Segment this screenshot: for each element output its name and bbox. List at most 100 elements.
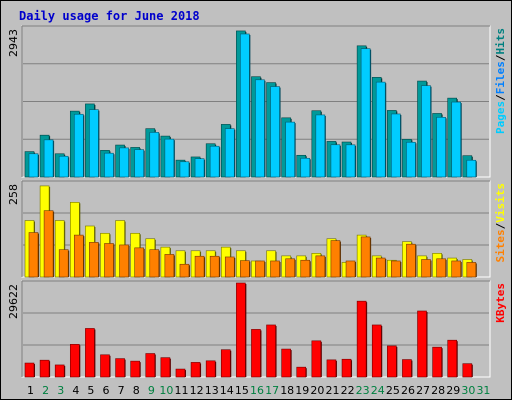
day-label-4: 4: [72, 384, 79, 397]
bar-sites-day-29: [451, 260, 462, 278]
bar-files-day-29: [451, 101, 462, 178]
bar-sites-day-27: [421, 259, 431, 278]
bar-kbytes-day-12: [190, 362, 201, 378]
legend-entry: /: [494, 94, 507, 101]
legend-entry: Files: [494, 61, 507, 94]
day-label-15: 15: [235, 384, 249, 397]
bar-sites-day-5: [89, 242, 99, 278]
bar-sites-day-8: [134, 247, 144, 278]
bar-sites-day-2: [43, 210, 54, 278]
day-label-3: 3: [57, 384, 64, 397]
bar-kbytes-day-27: [417, 310, 427, 378]
bar-files-day-16: [255, 79, 265, 178]
legend: Sites/Visits: [494, 183, 507, 263]
bar-sites-day-21: [330, 240, 341, 278]
bar-files-day-28: [436, 117, 446, 178]
day-label-8: 8: [133, 384, 140, 397]
day-label-30: 30: [461, 384, 475, 397]
bar-sites-day-16: [255, 260, 265, 278]
bar-kbytes-day-14: [220, 349, 231, 378]
bar-files-day-25: [391, 113, 401, 178]
legend: KBytes: [494, 283, 507, 323]
bar-kbytes-day-16: [251, 329, 261, 378]
bar-files-day-8: [134, 149, 144, 178]
bar-files-day-9: [149, 132, 160, 178]
day-label-22: 22: [341, 384, 355, 397]
day-label-9: 9: [148, 384, 155, 397]
day-axis: 1 2 3 4 5 6 7 8 9 10 11 12 13 14 15 16 17 18 19 20 21 22 23 24 2…: [27, 384, 490, 397]
day-label-26: 26: [401, 384, 415, 397]
bar-kbytes-day-6: [100, 354, 110, 378]
day-label-7: 7: [118, 384, 125, 397]
bar-kbytes-day-23: [356, 300, 367, 378]
bar-kbytes-day-13: [205, 360, 216, 378]
day-label-11: 11: [175, 384, 189, 397]
panel-pages-files-hits: 2943 Pages/Files/Hits: [7, 25, 507, 178]
day-label-20: 20: [310, 384, 324, 397]
day-label-31: 31: [476, 384, 490, 397]
bar-sites-day-18: [285, 258, 295, 278]
bar-files-day-23: [360, 48, 371, 178]
bar-kbytes-day-4: [69, 344, 80, 378]
bar-sites-day-4: [73, 234, 84, 278]
bar-sites-day-12: [194, 255, 205, 278]
bar-kbytes-day-20: [311, 340, 322, 378]
legend-entry: Sites: [494, 229, 507, 262]
bar-kbytes-day-29: [447, 339, 458, 378]
max-label: 2943: [7, 29, 20, 57]
bar-kbytes-day-21: [326, 359, 337, 378]
bar-kbytes-day-5: [85, 328, 95, 378]
bar-kbytes-day-11: [175, 368, 186, 378]
bar-sites-day-14: [224, 256, 235, 278]
bar-kbytes-day-15: [236, 282, 246, 378]
bar-sites-day-28: [436, 258, 446, 278]
bar-kbytes-day-10: [160, 357, 171, 378]
bar-files-day-11: [179, 161, 190, 178]
day-label-21: 21: [325, 384, 339, 397]
day-label-5: 5: [87, 384, 94, 397]
day-label-16: 16: [250, 384, 264, 397]
bars-visits-sites: [24, 185, 477, 278]
day-label-2: 2: [42, 384, 49, 397]
bar-files-day-10: [164, 138, 175, 178]
bar-sites-day-17: [270, 260, 280, 278]
bar-kbytes-day-28: [432, 346, 442, 378]
bar-files-day-18: [285, 121, 295, 178]
legend-entry: KBytes: [494, 283, 507, 323]
bar-files-day-5: [89, 109, 99, 178]
day-label-17: 17: [265, 384, 279, 397]
max-label: 29622: [7, 284, 20, 319]
bar-files-day-14: [224, 128, 235, 178]
bar-files-day-24: [375, 81, 386, 178]
bar-kbytes-day-1: [24, 362, 35, 378]
day-label-1: 1: [27, 384, 34, 397]
bar-kbytes-day-26: [402, 359, 412, 378]
legend: Pages/Files/Hits: [494, 28, 507, 134]
bar-sites-day-9: [149, 249, 160, 278]
day-label-27: 27: [416, 384, 430, 397]
panel-visits-sites: 258 Sites/Visits: [7, 180, 507, 278]
chart-title: Daily usage for June 2018: [19, 9, 200, 23]
bars-pages-files-hits: [24, 30, 477, 178]
bar-kbytes-day-8: [130, 360, 140, 378]
day-label-23: 23: [356, 384, 370, 397]
bar-sites-day-26: [406, 243, 416, 278]
bar-files-day-4: [73, 113, 84, 178]
bar-sites-day-19: [300, 259, 311, 278]
day-label-10: 10: [159, 384, 173, 397]
bar-sites-day-23: [360, 236, 371, 278]
bar-files-day-1: [28, 153, 39, 178]
bar-sites-day-11: [179, 263, 190, 278]
bar-files-day-21: [330, 144, 341, 178]
legend-entry: Visits: [494, 183, 507, 223]
day-label-18: 18: [280, 384, 294, 397]
bar-sites-day-15: [240, 260, 250, 278]
bar-files-day-3: [58, 155, 69, 178]
bar-sites-day-30: [466, 262, 477, 278]
bar-sites-day-10: [164, 254, 175, 278]
bar-sites-day-13: [209, 255, 220, 278]
legend-entry: /: [494, 222, 507, 229]
